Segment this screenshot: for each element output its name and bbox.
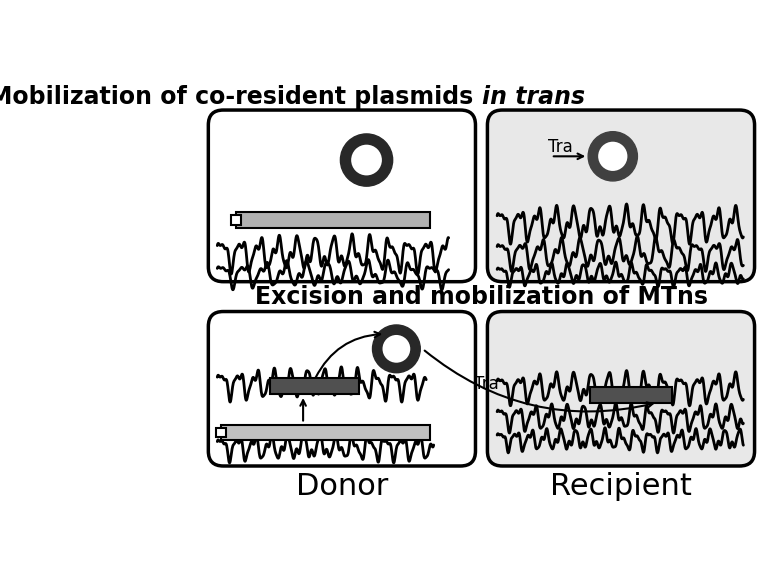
Bar — [236, 212, 430, 228]
Circle shape — [597, 140, 628, 172]
Circle shape — [350, 144, 383, 177]
FancyBboxPatch shape — [488, 110, 755, 282]
FancyBboxPatch shape — [208, 312, 475, 466]
Circle shape — [588, 132, 637, 181]
Bar — [230, 215, 241, 225]
Text: Recipient: Recipient — [550, 473, 692, 501]
Text: in trans: in trans — [482, 85, 585, 109]
Bar — [221, 425, 430, 440]
Text: Tra: Tra — [548, 139, 573, 156]
Bar — [591, 387, 673, 403]
Bar — [216, 428, 226, 437]
Text: Excision and mobilization of MTns: Excision and mobilization of MTns — [255, 285, 708, 309]
Text: Mobilization of co-resident plasmids: Mobilization of co-resident plasmids — [0, 85, 482, 109]
Circle shape — [372, 325, 420, 373]
Text: Tra: Tra — [474, 375, 498, 393]
Circle shape — [340, 134, 392, 186]
FancyBboxPatch shape — [488, 312, 755, 466]
FancyBboxPatch shape — [208, 110, 475, 282]
Text: Donor: Donor — [296, 473, 388, 501]
Bar — [270, 378, 359, 394]
Circle shape — [382, 334, 412, 364]
